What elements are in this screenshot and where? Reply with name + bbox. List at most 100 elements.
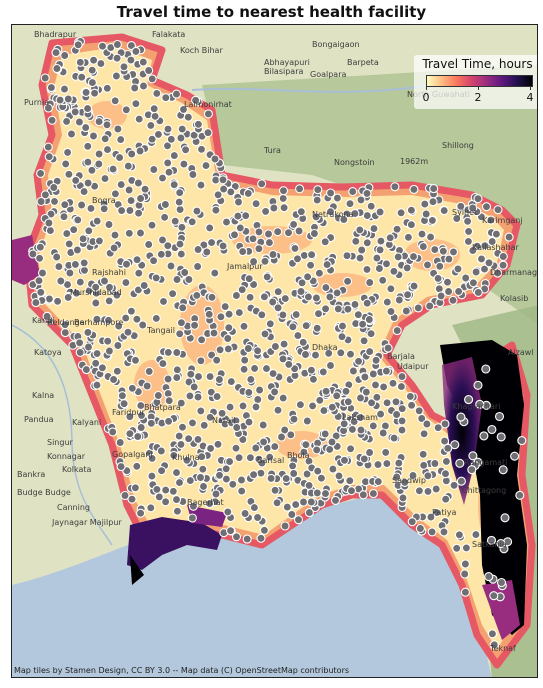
health-facility-point — [121, 105, 131, 115]
health-facility-point — [188, 169, 198, 180]
health-facility-point — [430, 245, 440, 255]
health-facility-point — [104, 296, 114, 306]
health-facility-point — [327, 402, 337, 412]
health-facility-point — [278, 186, 289, 196]
map-canvas[interactable]: Bhadrapur Falakata Koch Bihar Bongaigaon Abh… — [11, 24, 538, 678]
health-facility-point — [168, 289, 178, 299]
health-facility-point — [443, 443, 453, 453]
health-facility-point — [124, 185, 134, 195]
health-facility-point — [423, 486, 433, 496]
health-facility-point — [210, 154, 220, 164]
health-facility-point — [257, 179, 267, 189]
health-facility-point — [289, 468, 299, 479]
health-facility-point — [498, 465, 508, 475]
health-facility-point — [223, 333, 233, 344]
health-facility-point — [216, 312, 226, 322]
health-facility-point — [226, 377, 236, 387]
place-label: Bhadrapur — [34, 30, 77, 39]
health-facility-point — [496, 432, 506, 442]
brahmaputra-river — [191, 79, 537, 93]
health-facility-point — [415, 523, 425, 534]
health-facility-point — [368, 369, 378, 379]
health-facility-point — [236, 475, 247, 485]
health-facility-point — [468, 451, 478, 461]
place-label: Tangail — [146, 326, 175, 335]
health-facility-point — [207, 238, 217, 248]
health-facility-point — [288, 461, 298, 471]
health-facility-point — [193, 244, 203, 255]
health-facility-point — [431, 484, 441, 494]
health-facility-point — [468, 203, 478, 213]
health-facility-point — [235, 223, 245, 233]
health-facility-point — [493, 268, 503, 278]
health-facility-point — [331, 431, 341, 441]
health-facility-point — [402, 263, 412, 273]
health-facility-point — [112, 290, 122, 300]
health-facility-point — [108, 164, 118, 174]
health-facility-point — [110, 189, 120, 199]
health-facility-point — [61, 159, 71, 169]
health-facility-point — [413, 303, 423, 313]
health-facility-point — [238, 247, 248, 257]
health-facility-point — [92, 349, 102, 359]
health-facility-point — [142, 381, 152, 391]
health-facility-point — [266, 473, 276, 483]
health-facility-point — [221, 217, 232, 227]
health-facility-point — [168, 486, 178, 496]
health-facility-point — [176, 318, 186, 328]
health-facility-point — [487, 629, 497, 639]
health-facility-point — [301, 440, 311, 450]
health-facility-point — [376, 409, 386, 419]
health-facility-point — [280, 521, 290, 531]
health-facility-point — [308, 374, 318, 384]
health-facility-point — [123, 161, 133, 171]
place-label: Shillong — [442, 141, 474, 150]
health-facility-point — [239, 321, 249, 331]
health-facility-point — [199, 420, 209, 430]
health-facility-point — [280, 294, 290, 304]
health-facility-point — [281, 474, 291, 484]
health-facility-point — [293, 515, 304, 525]
health-facility-point — [325, 444, 335, 454]
place-label: Kandi — [32, 316, 54, 325]
health-facility-point — [160, 199, 170, 210]
health-facility-point — [345, 349, 356, 359]
health-facility-point — [163, 124, 173, 134]
legend-tick-2 — [478, 86, 479, 90]
health-facility-point — [86, 203, 96, 213]
health-facility-point — [175, 239, 185, 249]
health-facility-point — [496, 577, 507, 588]
health-facility-point — [64, 169, 74, 179]
health-facility-point — [332, 193, 342, 203]
health-facility-point — [62, 229, 72, 239]
health-facility-point — [251, 402, 261, 412]
health-facility-point — [151, 313, 161, 323]
health-facility-point — [60, 50, 70, 61]
health-facility-point — [146, 120, 156, 130]
place-label: Pandua — [24, 415, 54, 424]
health-facility-point — [97, 41, 108, 51]
health-facility-point — [409, 281, 419, 291]
health-facility-point — [31, 298, 41, 308]
health-facility-point — [300, 349, 311, 360]
health-facility-point — [77, 72, 87, 82]
health-facility-point — [104, 219, 114, 230]
health-facility-point — [56, 276, 66, 286]
health-facility-point — [134, 114, 144, 124]
health-facility-point — [422, 260, 433, 270]
health-facility-point — [94, 149, 104, 159]
health-facility-point — [312, 445, 322, 455]
health-facility-point — [126, 306, 136, 316]
health-facility-point — [354, 356, 364, 366]
health-facility-point — [171, 495, 182, 505]
place-label: Kolasib — [500, 294, 528, 303]
health-facility-point — [94, 236, 104, 246]
health-facility-point — [234, 453, 244, 463]
health-facility-point — [471, 267, 481, 277]
health-facility-point — [406, 205, 416, 215]
health-facility-point — [60, 200, 70, 210]
health-facility-point — [35, 242, 45, 252]
health-facility-point — [306, 497, 316, 507]
health-facility-point — [473, 380, 483, 390]
health-facility-point — [234, 308, 244, 318]
